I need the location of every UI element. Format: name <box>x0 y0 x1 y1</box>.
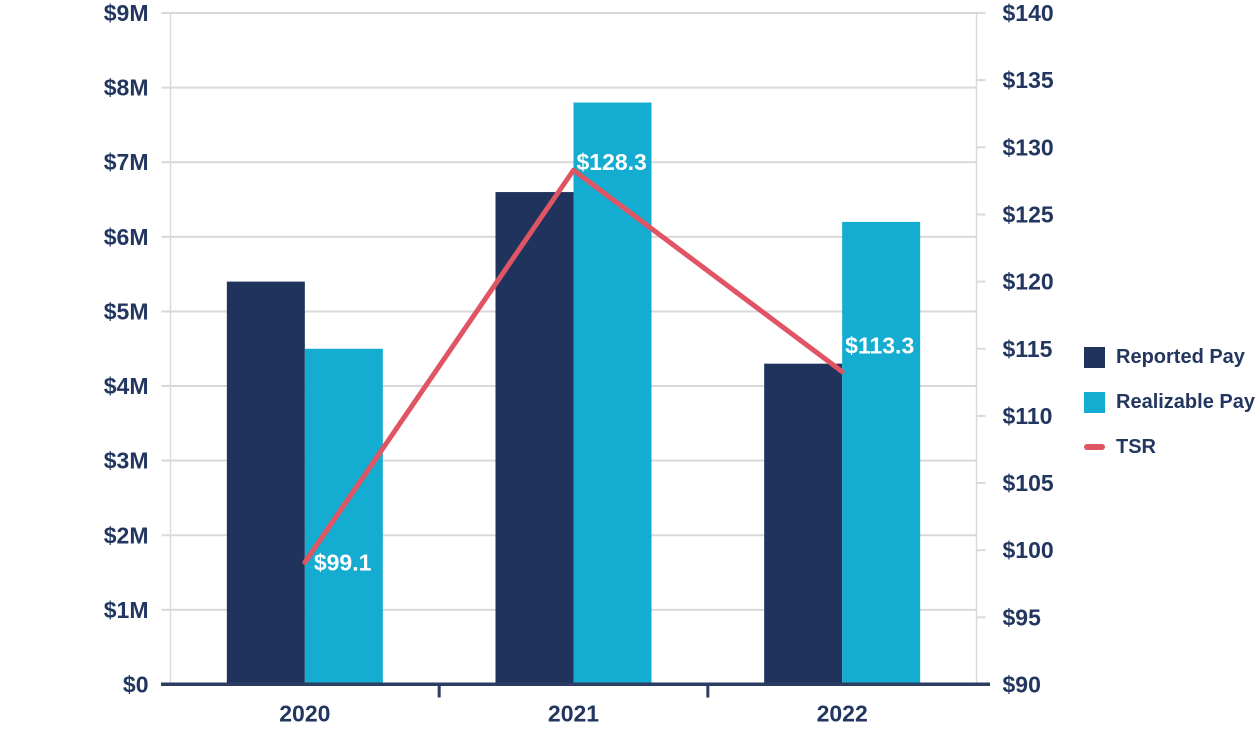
right-axis-tick-label: $105 <box>1003 470 1054 496</box>
legend-label-reported-pay: Reported Pay <box>1116 346 1245 368</box>
realizable-pay-swatch <box>1084 391 1105 413</box>
x-axis-category-label: 2021 <box>548 701 599 727</box>
legend-item-reported-pay: Reported Pay <box>1084 346 1255 368</box>
bar-reported-pay <box>764 363 843 685</box>
tsr-point-label: $128.3 <box>577 149 647 175</box>
right-axis-tick-label: $140 <box>1003 0 1054 26</box>
x-axis-category-label: 2022 <box>817 701 868 727</box>
right-axis-tick-label: $135 <box>1003 67 1054 93</box>
left-axis-tick-label: $5M <box>104 298 149 324</box>
legend-label-realizable-pay: Realizable Pay <box>1116 391 1255 413</box>
tsr-line-swatch <box>1084 444 1105 450</box>
x-axis-category-label: 2020 <box>279 701 330 727</box>
right-axis-tick-label: $100 <box>1003 537 1054 563</box>
left-axis-tick-label: $7M <box>104 149 149 175</box>
reported-pay-swatch <box>1084 346 1105 368</box>
bar-realizable-pay <box>573 102 652 685</box>
legend: Reported Pay Realizable Pay TSR <box>1084 346 1255 458</box>
bar-reported-pay <box>226 281 305 685</box>
right-axis-tick-label: $125 <box>1003 201 1054 227</box>
left-axis-tick-label: $9M <box>104 0 149 26</box>
x-axis-baseline <box>161 682 990 686</box>
tsr-line <box>302 167 845 565</box>
right-axis-tick-label: $110 <box>1003 403 1053 429</box>
right-axis-tick-label: $90 <box>1003 672 1041 698</box>
left-axis-tick-label: $1M <box>104 597 149 623</box>
right-axis-tick-label: $95 <box>1003 604 1042 630</box>
left-axis-tick-label: $6M <box>104 224 149 250</box>
bar-realizable-pay <box>842 221 921 685</box>
bar-reported-pay <box>495 192 574 685</box>
right-axis-tick-label: $120 <box>1003 269 1054 295</box>
tsr-point-label: $99.1 <box>314 549 372 575</box>
right-axis-tick-label: $115 <box>1003 336 1053 362</box>
tsr-point-label: $113.3 <box>845 333 914 359</box>
legend-item-realizable-pay: Realizable Pay <box>1084 391 1255 413</box>
left-axis-tick-label: $2M <box>104 522 149 548</box>
right-axis-tick-label: $130 <box>1003 134 1054 160</box>
left-axis-tick-label: $3M <box>104 448 149 474</box>
left-axis-tick-label: $0 <box>123 672 149 698</box>
left-axis-tick-label: $4M <box>104 373 149 399</box>
legend-item-tsr: TSR <box>1084 436 1255 458</box>
left-axis-tick-label: $8M <box>104 75 149 101</box>
legend-label-tsr: TSR <box>1116 436 1156 458</box>
bar-realizable-pay <box>304 348 383 685</box>
